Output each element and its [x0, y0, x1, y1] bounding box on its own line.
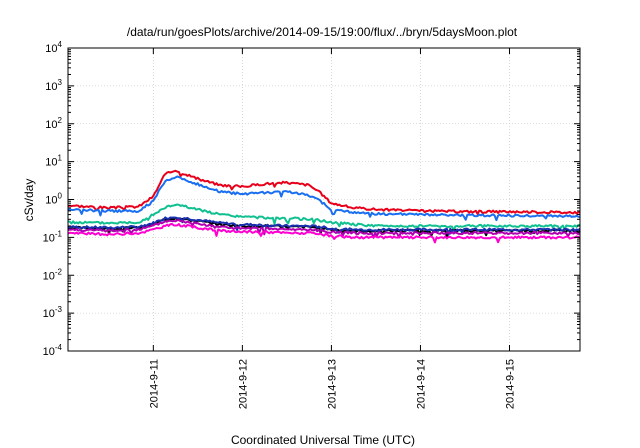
- series-line: [67, 175, 581, 222]
- series-line: [67, 216, 581, 236]
- y-tick-label: 10-4: [43, 343, 63, 358]
- x-tick-label: 2014-9-11: [148, 359, 160, 408]
- y-axis-label: cSv/day: [22, 179, 36, 222]
- chart-title: /data/run/goesPlots/archive/2014-09-15/1…: [127, 25, 518, 39]
- y-tick-label: 10-2: [43, 267, 63, 282]
- x-tick-label: 2014-9-12: [237, 359, 249, 409]
- y-tick-label: 101: [45, 154, 62, 169]
- y-tick-label: 102: [45, 116, 62, 131]
- y-tick-label: 100: [45, 192, 62, 207]
- series-line: [67, 203, 580, 232]
- x-tick-label: 2014-9-13: [326, 359, 338, 409]
- series-line: [67, 219, 581, 239]
- x-axis: 2014-9-11 2014-9-12 2014-9-13 2014-9-14 2014…: [148, 48, 517, 409]
- y-tick-label: 10-3: [43, 305, 63, 320]
- y-tick-label: 10-1: [43, 229, 63, 244]
- series-line: [67, 223, 581, 244]
- y-tick-label: 104: [45, 40, 62, 55]
- y-tick-label: 103: [45, 78, 62, 93]
- y-axis: 10-4 10-3 10-2 10-1 100 101 102 103 104: [43, 40, 580, 358]
- series-line: [67, 169, 581, 215]
- x-tick-label: 2014-9-15: [505, 359, 517, 409]
- series-layer: [67, 169, 581, 244]
- x-axis-label: Coordinated Universal Time (UTC): [231, 433, 415, 447]
- grid: [68, 48, 580, 351]
- x-tick-label: 2014-9-14: [415, 359, 427, 409]
